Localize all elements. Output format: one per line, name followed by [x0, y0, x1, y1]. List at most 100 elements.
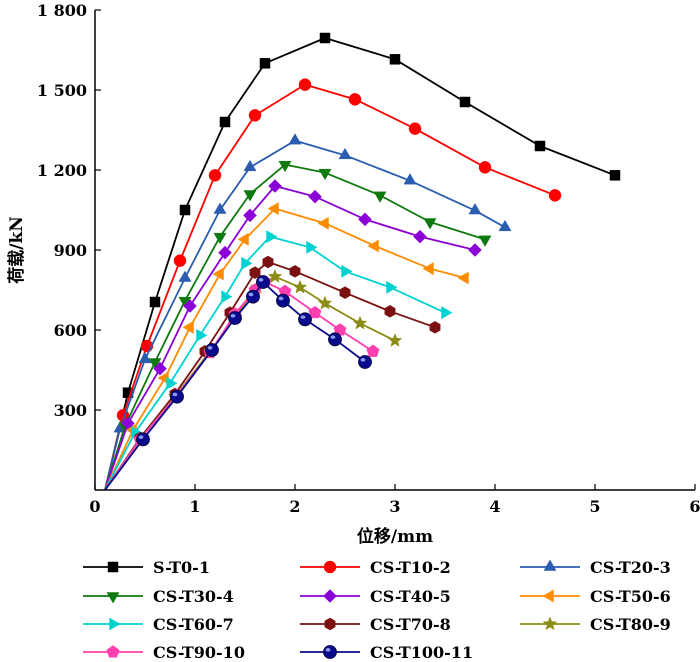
data-point	[358, 355, 372, 369]
data-point	[367, 239, 379, 253]
data-point	[170, 389, 184, 404]
data-point	[548, 189, 562, 202]
data-point	[459, 96, 471, 108]
data-point	[318, 168, 332, 181]
data-point	[153, 361, 167, 376]
legend-item: CS-T70-8	[300, 615, 451, 634]
legend-label: CS-T80-9	[590, 615, 671, 634]
legend-marker	[107, 561, 119, 573]
data-point	[208, 169, 222, 182]
legend-marker	[106, 592, 120, 604]
legend-marker	[542, 616, 558, 631]
data-point	[408, 122, 422, 135]
data-point	[534, 140, 546, 152]
data-point	[266, 230, 278, 244]
legend-label: CS-T100-11	[370, 643, 473, 662]
data-point	[478, 235, 492, 247]
data-point	[366, 344, 380, 357]
data-point	[317, 295, 333, 310]
series-S-T0-1	[104, 32, 621, 491]
data-point	[306, 240, 318, 254]
data-point	[205, 343, 219, 357]
data-point	[278, 160, 292, 173]
legend-marker	[543, 559, 557, 571]
legend-label: CS-T30-4	[153, 587, 234, 606]
data-point	[276, 293, 290, 308]
data-point	[182, 320, 194, 334]
series-CS-T60-7	[104, 230, 453, 491]
series-CS-T100-11	[104, 275, 372, 491]
series-CS-T40-5	[104, 179, 482, 491]
legend-item: CS-T80-9	[520, 615, 671, 634]
data-point	[298, 312, 312, 327]
legend-label: CS-T60-7	[153, 615, 234, 634]
x-tick-label: 3	[389, 497, 400, 516]
legend-marker	[323, 560, 337, 574]
data-point	[288, 133, 302, 145]
y-tick-label: 1 200	[37, 161, 87, 180]
legend-item: CS-T30-4	[83, 587, 234, 606]
data-point	[403, 173, 417, 185]
data-point	[341, 264, 353, 278]
data-point	[173, 254, 187, 267]
data-point	[289, 265, 301, 278]
series-line	[104, 207, 466, 491]
data-point	[319, 32, 331, 44]
data-point	[179, 204, 191, 216]
data-point	[262, 255, 274, 269]
y-axis-title: 荷载/kN	[6, 216, 27, 284]
data-point	[338, 147, 352, 160]
data-point	[478, 161, 492, 174]
data-point	[292, 279, 308, 294]
data-point	[498, 219, 512, 232]
data-point	[219, 116, 231, 128]
data-point	[149, 296, 161, 308]
data-point	[243, 159, 257, 172]
data-point	[267, 202, 279, 216]
data-point	[246, 289, 260, 304]
data-point	[423, 218, 437, 230]
series-line	[104, 83, 556, 491]
data-point	[387, 332, 403, 347]
legend-item: CS-T10-2	[300, 558, 451, 577]
legend: S-T0-1 CS-T10-2 CS-T20-3 CS-T30-4 CS-T40-5 CS…	[83, 558, 671, 662]
y-tick-label: 600	[54, 321, 87, 340]
data-point	[429, 321, 441, 334]
series-line	[104, 261, 436, 491]
legend-label: CS-T70-8	[370, 615, 451, 634]
x-tick-label: 5	[589, 497, 600, 516]
data-point	[221, 290, 233, 304]
data-point	[241, 256, 253, 270]
legend-label: S-T0-1	[153, 558, 210, 577]
legend-item: CS-T60-7	[83, 615, 234, 634]
x-tick-label: 0	[89, 497, 100, 516]
x-tick-label: 6	[689, 497, 700, 516]
data-point	[298, 78, 312, 91]
x-tick-label: 2	[289, 497, 300, 516]
data-point	[157, 371, 169, 385]
data-point	[348, 93, 362, 106]
data-point	[468, 203, 482, 215]
data-point	[609, 170, 621, 181]
legend-marker	[323, 645, 337, 659]
data-point	[339, 286, 351, 299]
data-point	[213, 202, 227, 214]
legend-item: CS-T100-11	[300, 643, 473, 662]
series-CS-T50-6	[104, 202, 469, 491]
data-point	[243, 190, 257, 202]
y-tick-label: 300	[54, 401, 87, 420]
data-point	[218, 245, 232, 260]
legend-label: CS-T20-3	[590, 558, 671, 577]
data-point	[373, 191, 387, 203]
legend-marker	[542, 589, 554, 603]
data-point	[267, 268, 283, 283]
data-point	[457, 271, 469, 285]
data-point	[384, 305, 396, 318]
data-point	[148, 358, 162, 370]
data-point	[259, 58, 271, 69]
data-point	[243, 208, 257, 223]
data-point	[308, 305, 322, 319]
legend-marker	[109, 617, 121, 631]
data-point	[352, 315, 368, 330]
